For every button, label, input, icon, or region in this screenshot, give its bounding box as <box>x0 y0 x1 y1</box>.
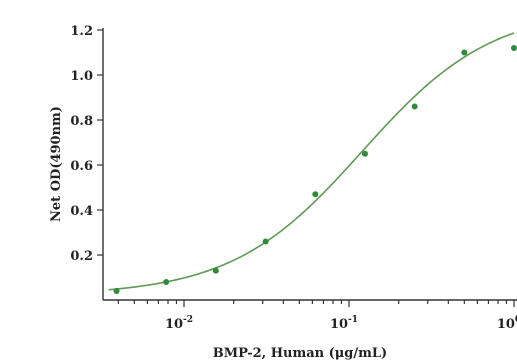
y-tick-label: 1.0 <box>70 69 93 84</box>
y-tick-label: 0.2 <box>70 249 93 264</box>
ticks: 0.20.40.60.81.01.210-210-1100 <box>70 24 517 332</box>
x-tick-label-exponent: -1 <box>348 315 358 325</box>
fit-curve-layer <box>108 32 515 291</box>
data-point <box>212 267 219 274</box>
x-axis-title: BMP-2, Human (μg/mL) <box>213 346 387 361</box>
y-tick-label: 0.6 <box>70 159 93 174</box>
x-tick-label-exponent: 0 <box>515 315 517 325</box>
data-points-layer <box>113 45 517 294</box>
axes <box>102 28 517 301</box>
x-tick-label: 10-2 <box>165 315 193 332</box>
y-axis-title: Net OD(490nm) <box>49 106 64 222</box>
y-tick-label: 0.4 <box>70 204 93 219</box>
fit-curve <box>108 32 515 291</box>
data-point <box>361 150 368 157</box>
data-point <box>461 49 468 56</box>
x-tick-label-base: 10 <box>497 317 515 332</box>
x-tick-label: 100 <box>497 315 517 332</box>
x-tick-label-base: 10 <box>330 317 348 332</box>
y-tick-label: 0.8 <box>70 114 93 129</box>
data-point <box>312 191 319 198</box>
x-tick-label: 10-1 <box>330 315 358 332</box>
data-point <box>262 238 269 245</box>
x-tick-label-exponent: -2 <box>183 315 193 325</box>
data-point <box>113 288 120 294</box>
data-point <box>511 45 517 51</box>
x-tick-label-base: 10 <box>165 317 183 332</box>
data-point <box>163 279 170 285</box>
y-tick-label: 1.2 <box>70 24 93 39</box>
data-point <box>411 103 418 110</box>
